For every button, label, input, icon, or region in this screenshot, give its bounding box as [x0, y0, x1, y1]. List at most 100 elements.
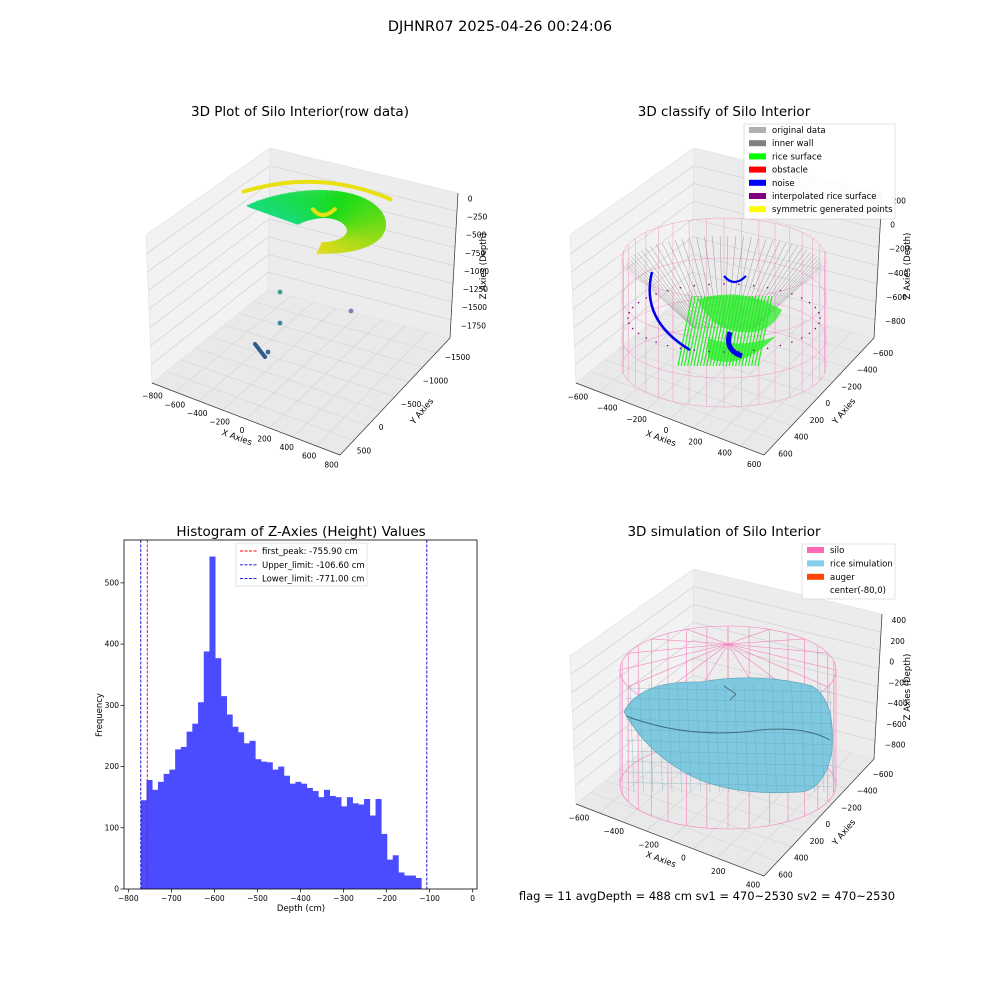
y-tick-label: −1000: [423, 376, 449, 385]
histogram-bar: [226, 714, 233, 889]
y-tick-label: 500: [105, 578, 120, 587]
legend-swatch: [749, 193, 766, 199]
histogram-bar: [381, 833, 388, 889]
simulation-surface: [619, 625, 837, 830]
mesh-line: [625, 698, 833, 703]
grid-line: [292, 325, 405, 438]
interp-dot: [766, 347, 769, 350]
legend-swatch: [807, 587, 824, 594]
grid-line: [316, 331, 428, 447]
grid-line: [146, 165, 270, 254]
legend-swatch: [749, 179, 766, 186]
x-tick-label: 400: [280, 443, 295, 452]
grid-line: [693, 604, 881, 651]
interp-dot: [679, 286, 682, 289]
histogram-bar: [398, 872, 405, 889]
grid-line: [268, 271, 452, 321]
legend-label: Upper_limit: -106.60 cm: [262, 561, 365, 571]
point-strand: [328, 241, 336, 254]
histogram-bar: [163, 773, 170, 889]
legend-label: silo: [830, 546, 844, 556]
grid-line: [253, 301, 437, 353]
grid-line: [151, 272, 269, 365]
roof-spoke: [727, 643, 828, 654]
mesh-line: [667, 683, 673, 793]
grid-line: [150, 254, 269, 347]
histogram-bar: [266, 762, 273, 889]
grid-line: [209, 336, 396, 397]
x-tick-label: −600: [165, 400, 186, 409]
x-tick-label: 200: [688, 437, 703, 446]
y-tick-label: 400: [794, 854, 809, 863]
grid-line: [716, 325, 829, 438]
grid-line: [693, 621, 880, 669]
histogram-bar: [369, 815, 376, 889]
interp-dot: [666, 289, 669, 292]
histogram-bar: [364, 798, 371, 889]
roof-spoke: [628, 643, 729, 688]
x-tick-label: 800: [324, 460, 339, 469]
histogram-bar: [261, 761, 268, 889]
histogram-bar: [249, 740, 256, 889]
wall-strand: [633, 254, 697, 329]
y-tick-label: 400: [794, 433, 809, 442]
z-axis-line: [449, 192, 459, 339]
z-tick-label: −600: [886, 293, 907, 302]
histogram-bar: [404, 875, 411, 889]
histogram-bar: [215, 658, 222, 889]
histogram-bar: [272, 769, 279, 889]
wall-strand: [650, 245, 702, 329]
histogram-bar: [283, 775, 290, 889]
mesh-line: [705, 683, 711, 793]
x-axis-line: [151, 382, 341, 456]
histogram-bar: [238, 732, 245, 889]
legend-swatch: [749, 127, 766, 133]
inner-wall-points: [625, 235, 823, 329]
wall-strand: [640, 249, 699, 329]
interp-dot: [645, 297, 648, 299]
mesh-line: [819, 683, 825, 793]
z-axis-line: [873, 613, 883, 760]
histogram-bar: [352, 803, 359, 889]
interp-dot: [800, 297, 803, 299]
y-tick-label: 200: [810, 837, 825, 846]
raw-xlabel: X Axies: [220, 428, 253, 448]
histogram-title: Histogram of Z-Axies (Height) Values: [176, 524, 425, 540]
roof-spoke: [727, 638, 805, 645]
y-tick-label: −400: [857, 787, 878, 796]
z-tick-label: −250: [467, 213, 488, 222]
panel-raw-3d: 3D Plot of Silo Interior(row data) −800−…: [142, 104, 489, 469]
histogram-ylabel: Frequency: [95, 693, 105, 737]
mesh-line: [625, 750, 833, 756]
mesh-line: [715, 683, 720, 793]
legend-label: rice surface: [772, 152, 822, 162]
grid-line: [268, 236, 454, 284]
silo-ring: [621, 257, 827, 339]
classify-xlabel: X Axies: [644, 429, 677, 449]
histogram-bar: [175, 749, 182, 889]
z-tick-label: −200: [889, 245, 910, 254]
z-tick-label: 200: [892, 196, 907, 205]
legend-swatch: [807, 560, 824, 567]
z-tick-label: −200: [888, 678, 909, 687]
figure-suptitle: DJHNR07 2025-04-26 00:24:06: [388, 19, 612, 35]
histogram-bar: [324, 789, 331, 889]
z-tick-label: −1250: [463, 285, 489, 294]
x-tick-label: 0: [664, 426, 669, 435]
legend-label: interpolated rice surface: [772, 192, 877, 202]
histogram-bar: [192, 723, 199, 889]
wall-strand: [625, 265, 695, 329]
interpolated-points: [627, 283, 821, 353]
legend-label: inner wall: [772, 139, 813, 149]
histogram-bar: [341, 806, 348, 889]
point-strand: [295, 191, 317, 220]
interp-dot: [628, 311, 630, 314]
interp-dot: [818, 322, 820, 325]
interp-dot: [808, 301, 811, 304]
z-tick-label: 400: [892, 616, 907, 625]
z-tick-label: 0: [889, 658, 894, 667]
x-tick-label: 200: [711, 867, 726, 876]
panel-classify-title: 3D classify of Silo Interior: [638, 104, 811, 120]
z-tick-label: 0: [468, 194, 473, 203]
legend-frame: [743, 123, 896, 220]
